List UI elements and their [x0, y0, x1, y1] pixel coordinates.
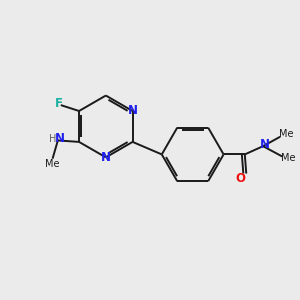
Text: N: N: [260, 138, 269, 151]
Text: F: F: [55, 97, 63, 110]
Text: Me: Me: [279, 129, 294, 140]
Text: H: H: [49, 134, 56, 144]
Text: N: N: [128, 104, 138, 118]
Text: Me: Me: [45, 159, 59, 169]
Text: O: O: [236, 172, 245, 185]
Text: N: N: [101, 151, 111, 164]
Text: N: N: [55, 133, 65, 146]
Text: Me: Me: [281, 153, 296, 163]
